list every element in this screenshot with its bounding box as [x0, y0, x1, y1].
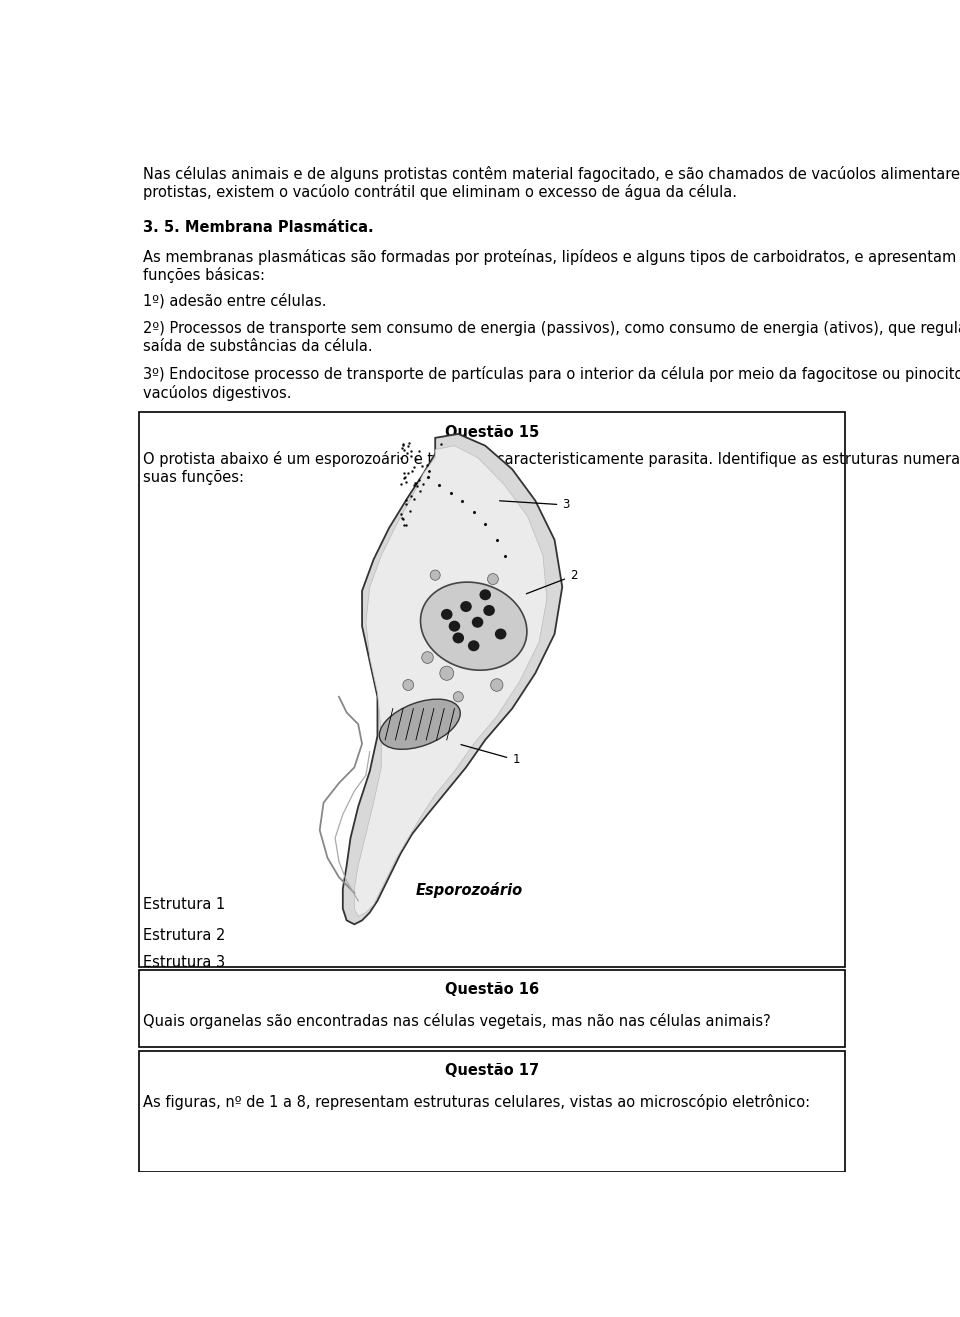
Polygon shape [343, 433, 563, 925]
Ellipse shape [483, 605, 494, 616]
Text: 3: 3 [499, 498, 569, 511]
Text: 1: 1 [461, 744, 519, 766]
Text: Questão 16: Questão 16 [444, 982, 540, 997]
Bar [139, 1051, 845, 1172]
Text: As membranas plasmáticas são formadas por proteínas, lipídeos e alguns tipos de : As membranas plasmáticas são formadas po… [143, 249, 960, 283]
Text: O protista abaixo é um esporozoário e tem vida caracteristicamente parasita. Ide: O protista abaixo é um esporozoário e te… [143, 452, 960, 485]
Text: 2º) Processos de transporte sem consumo de energia (passivos), como consumo de e: 2º) Processos de transporte sem consumo … [143, 321, 960, 354]
Ellipse shape [453, 691, 464, 702]
Text: Estrutura 2: Estrutura 2 [143, 928, 226, 943]
Ellipse shape [421, 652, 433, 664]
Text: Questão 15: Questão 15 [444, 425, 540, 440]
Bar [139, 412, 845, 967]
Text: 1º) adesão entre células.: 1º) adesão entre células. [143, 292, 326, 308]
Polygon shape [354, 445, 547, 917]
Ellipse shape [441, 608, 452, 620]
Ellipse shape [468, 640, 479, 652]
Ellipse shape [403, 680, 414, 690]
Text: 3. 5. Membrana Plasmática.: 3. 5. Membrana Plasmática. [143, 220, 373, 234]
Ellipse shape [471, 652, 483, 664]
Bar [139, 971, 845, 1047]
Ellipse shape [440, 666, 454, 681]
Ellipse shape [420, 582, 527, 670]
Ellipse shape [494, 628, 507, 640]
Text: As figuras, nº de 1 a 8, representam estruturas celulares, vistas ao microscópio: As figuras, nº de 1 a 8, representam est… [143, 1093, 810, 1110]
Ellipse shape [479, 589, 491, 601]
Text: 2: 2 [526, 569, 578, 594]
Ellipse shape [379, 699, 460, 749]
Ellipse shape [471, 616, 483, 628]
Text: Questão 17: Questão 17 [444, 1063, 540, 1077]
Ellipse shape [460, 601, 471, 612]
Text: 3º) Endocitose processo de transporte de partículas para o interior da célula po: 3º) Endocitose processo de transporte de… [143, 366, 960, 400]
Text: Estrutura 3: Estrutura 3 [143, 955, 226, 971]
Ellipse shape [488, 574, 498, 585]
Text: Quais organelas são encontradas nas células vegetais, mas não nas células animai: Quais organelas são encontradas nas célu… [143, 1013, 771, 1029]
Text: Estrutura 1: Estrutura 1 [143, 897, 226, 913]
Ellipse shape [430, 570, 441, 581]
Text: Nas células animais e de alguns protistas contêm material fagocitado, e são cham: Nas células animais e de alguns protista… [143, 166, 960, 200]
Ellipse shape [452, 632, 464, 644]
Ellipse shape [448, 620, 460, 632]
Text: Esporozoário: Esporozoário [415, 882, 522, 898]
Ellipse shape [491, 678, 503, 691]
